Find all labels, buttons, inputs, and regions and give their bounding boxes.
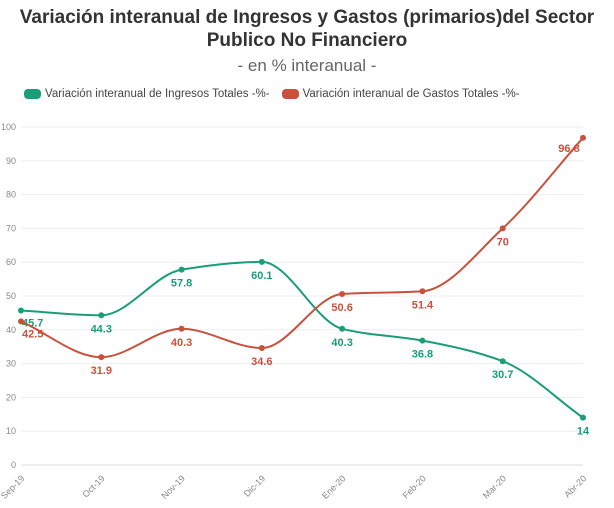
data-label: 50.6 bbox=[331, 302, 352, 314]
data-point bbox=[18, 307, 24, 314]
data-label: 57.8 bbox=[171, 278, 192, 290]
data-point bbox=[499, 358, 506, 365]
x-tick-label: Ene-20 bbox=[320, 473, 348, 501]
legend-label: Variación interanual de Gastos Totales -… bbox=[302, 88, 520, 100]
x-tick-label: Nov-19 bbox=[159, 473, 187, 501]
x-tick-label: Mar-20 bbox=[481, 473, 508, 500]
x-tick-label: Sep-19 bbox=[0, 473, 26, 501]
y-tick-label: 10 bbox=[6, 426, 16, 436]
x-tick-label: Oct-19 bbox=[81, 473, 107, 499]
y-tick-label: 60 bbox=[6, 257, 16, 267]
data-label: 96.8 bbox=[558, 143, 579, 155]
data-point bbox=[419, 288, 426, 295]
data-label: 40.3 bbox=[171, 337, 192, 349]
y-tick-label: 50 bbox=[6, 291, 16, 301]
data-point bbox=[499, 225, 506, 232]
data-point bbox=[98, 354, 105, 361]
x-tick-label: Abr-20 bbox=[562, 473, 588, 499]
chart-title: Variación interanual de Ingresos y Gasto… bbox=[19, 7, 595, 51]
data-point bbox=[178, 325, 185, 332]
legend-swatch bbox=[281, 89, 299, 99]
y-tick-label: 30 bbox=[6, 359, 16, 369]
y-tick-label: 40 bbox=[6, 325, 16, 335]
series-line bbox=[20, 260, 584, 419]
data-label: 45.7 bbox=[22, 318, 43, 330]
y-tick-label: 90 bbox=[6, 156, 16, 166]
data-label: 60.1 bbox=[251, 270, 272, 282]
data-point bbox=[258, 345, 265, 352]
data-point bbox=[18, 318, 24, 325]
data-label: 42.5 bbox=[22, 328, 43, 340]
y-tick-label: 0 bbox=[11, 460, 16, 470]
y-tick-label: 100 bbox=[1, 122, 16, 132]
data-label: 40.3 bbox=[331, 337, 352, 349]
data-point bbox=[98, 312, 105, 319]
data-label: 34.6 bbox=[251, 356, 272, 368]
data-label: 44.3 bbox=[91, 323, 112, 335]
data-label: 30.7 bbox=[492, 369, 513, 381]
y-tick-label: 20 bbox=[6, 392, 16, 402]
data-point bbox=[339, 290, 346, 297]
x-tick-label: Dic-19 bbox=[242, 473, 267, 498]
legend-item-ingresos[interactable]: Variación interanual de Ingresos Totales… bbox=[24, 88, 270, 100]
legend-swatch bbox=[24, 89, 41, 99]
data-label: 70 bbox=[497, 236, 509, 248]
legend-label: Variación interanual de Ingresos Totales… bbox=[45, 88, 270, 100]
data-point bbox=[339, 325, 346, 332]
data-point bbox=[178, 266, 185, 273]
legend: Variación interanual de Ingresos Totales… bbox=[24, 88, 520, 100]
data-point bbox=[580, 414, 586, 421]
legend-item-gastos[interactable]: Variación interanual de Gastos Totales -… bbox=[281, 88, 520, 100]
data-point bbox=[580, 134, 586, 141]
chart-subtitle: - en % interanual - bbox=[237, 56, 377, 75]
data-label: 14 bbox=[577, 426, 590, 438]
data-label: 31.9 bbox=[91, 365, 112, 377]
data-label: 51.4 bbox=[412, 299, 434, 311]
data-point bbox=[419, 337, 426, 344]
y-tick-label: 80 bbox=[6, 190, 16, 200]
x-tick-label: Feb-20 bbox=[401, 473, 428, 500]
data-label: 36.8 bbox=[412, 349, 433, 361]
y-tick-label: 70 bbox=[6, 223, 16, 233]
data-point bbox=[258, 258, 265, 265]
